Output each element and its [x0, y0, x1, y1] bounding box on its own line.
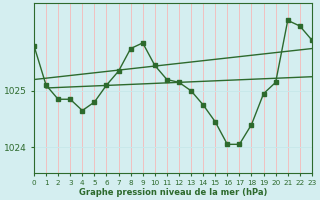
- X-axis label: Graphe pression niveau de la mer (hPa): Graphe pression niveau de la mer (hPa): [79, 188, 267, 197]
